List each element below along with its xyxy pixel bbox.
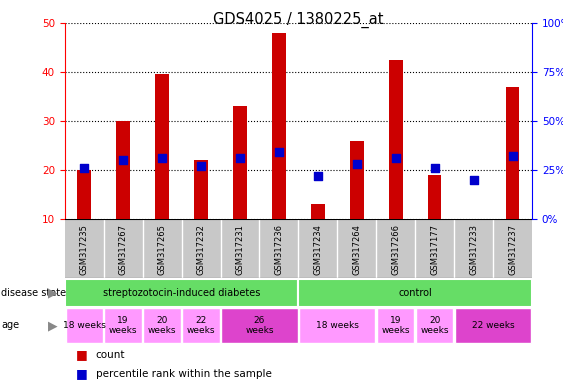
Text: count: count	[96, 350, 125, 360]
Text: ▶: ▶	[48, 286, 57, 299]
Point	[119, 157, 128, 163]
Text: control: control	[399, 288, 432, 298]
Text: GSM317233: GSM317233	[469, 224, 478, 275]
Bar	[350, 141, 364, 219]
Bar	[298, 279, 532, 306]
Bar	[416, 308, 453, 343]
Text: GSM317177: GSM317177	[430, 224, 439, 275]
Bar	[77, 170, 91, 219]
Point	[196, 163, 205, 169]
Bar	[311, 204, 325, 219]
Bar	[194, 160, 208, 219]
Text: GSM317232: GSM317232	[196, 224, 205, 275]
Text: GSM317237: GSM317237	[508, 224, 517, 275]
Bar	[299, 308, 376, 343]
Point	[235, 155, 244, 161]
Text: GSM317266: GSM317266	[391, 224, 400, 275]
Text: 19
weeks: 19 weeks	[109, 316, 137, 335]
Text: GSM317236: GSM317236	[274, 224, 283, 275]
Text: GDS4025 / 1380225_at: GDS4025 / 1380225_at	[213, 12, 383, 28]
Bar	[182, 308, 220, 343]
Bar	[65, 308, 103, 343]
Text: GSM317264: GSM317264	[352, 224, 361, 275]
Text: GSM317235: GSM317235	[80, 224, 89, 275]
Text: age: age	[1, 320, 19, 331]
Point	[430, 165, 439, 171]
Point	[469, 177, 478, 183]
Point	[158, 155, 167, 161]
Point	[274, 149, 283, 156]
Point	[314, 173, 323, 179]
Bar	[105, 308, 142, 343]
Text: 18 weeks: 18 weeks	[316, 321, 359, 330]
Bar	[455, 308, 531, 343]
Text: 20
weeks: 20 weeks	[421, 316, 449, 335]
Bar	[377, 308, 414, 343]
Text: ■: ■	[76, 367, 88, 381]
Bar	[65, 279, 298, 306]
Text: GSM317234: GSM317234	[314, 224, 323, 275]
Text: GSM317267: GSM317267	[119, 224, 128, 275]
Text: ▶: ▶	[48, 319, 57, 332]
Text: GSM317265: GSM317265	[158, 224, 167, 275]
Bar	[117, 121, 130, 219]
Text: 20
weeks: 20 weeks	[148, 316, 176, 335]
Point	[391, 155, 400, 161]
Bar	[144, 308, 181, 343]
Text: ■: ■	[76, 348, 88, 361]
Text: 18 weeks: 18 weeks	[63, 321, 106, 330]
Text: streptozotocin-induced diabetes: streptozotocin-induced diabetes	[103, 288, 260, 298]
Text: 19
weeks: 19 weeks	[382, 316, 410, 335]
Bar	[506, 87, 520, 219]
Text: 22
weeks: 22 weeks	[187, 316, 215, 335]
Bar	[233, 106, 247, 219]
Text: 22 weeks: 22 weeks	[472, 321, 515, 330]
Text: GSM317231: GSM317231	[235, 224, 244, 275]
Bar	[272, 33, 286, 219]
Point	[80, 165, 89, 171]
Bar	[428, 175, 441, 219]
Point	[508, 153, 517, 159]
Bar	[155, 74, 169, 219]
Text: 26
weeks: 26 weeks	[245, 316, 274, 335]
Point	[352, 161, 361, 167]
Text: percentile rank within the sample: percentile rank within the sample	[96, 369, 271, 379]
Bar	[389, 60, 403, 219]
Text: disease state: disease state	[1, 288, 66, 298]
Bar	[221, 308, 298, 343]
